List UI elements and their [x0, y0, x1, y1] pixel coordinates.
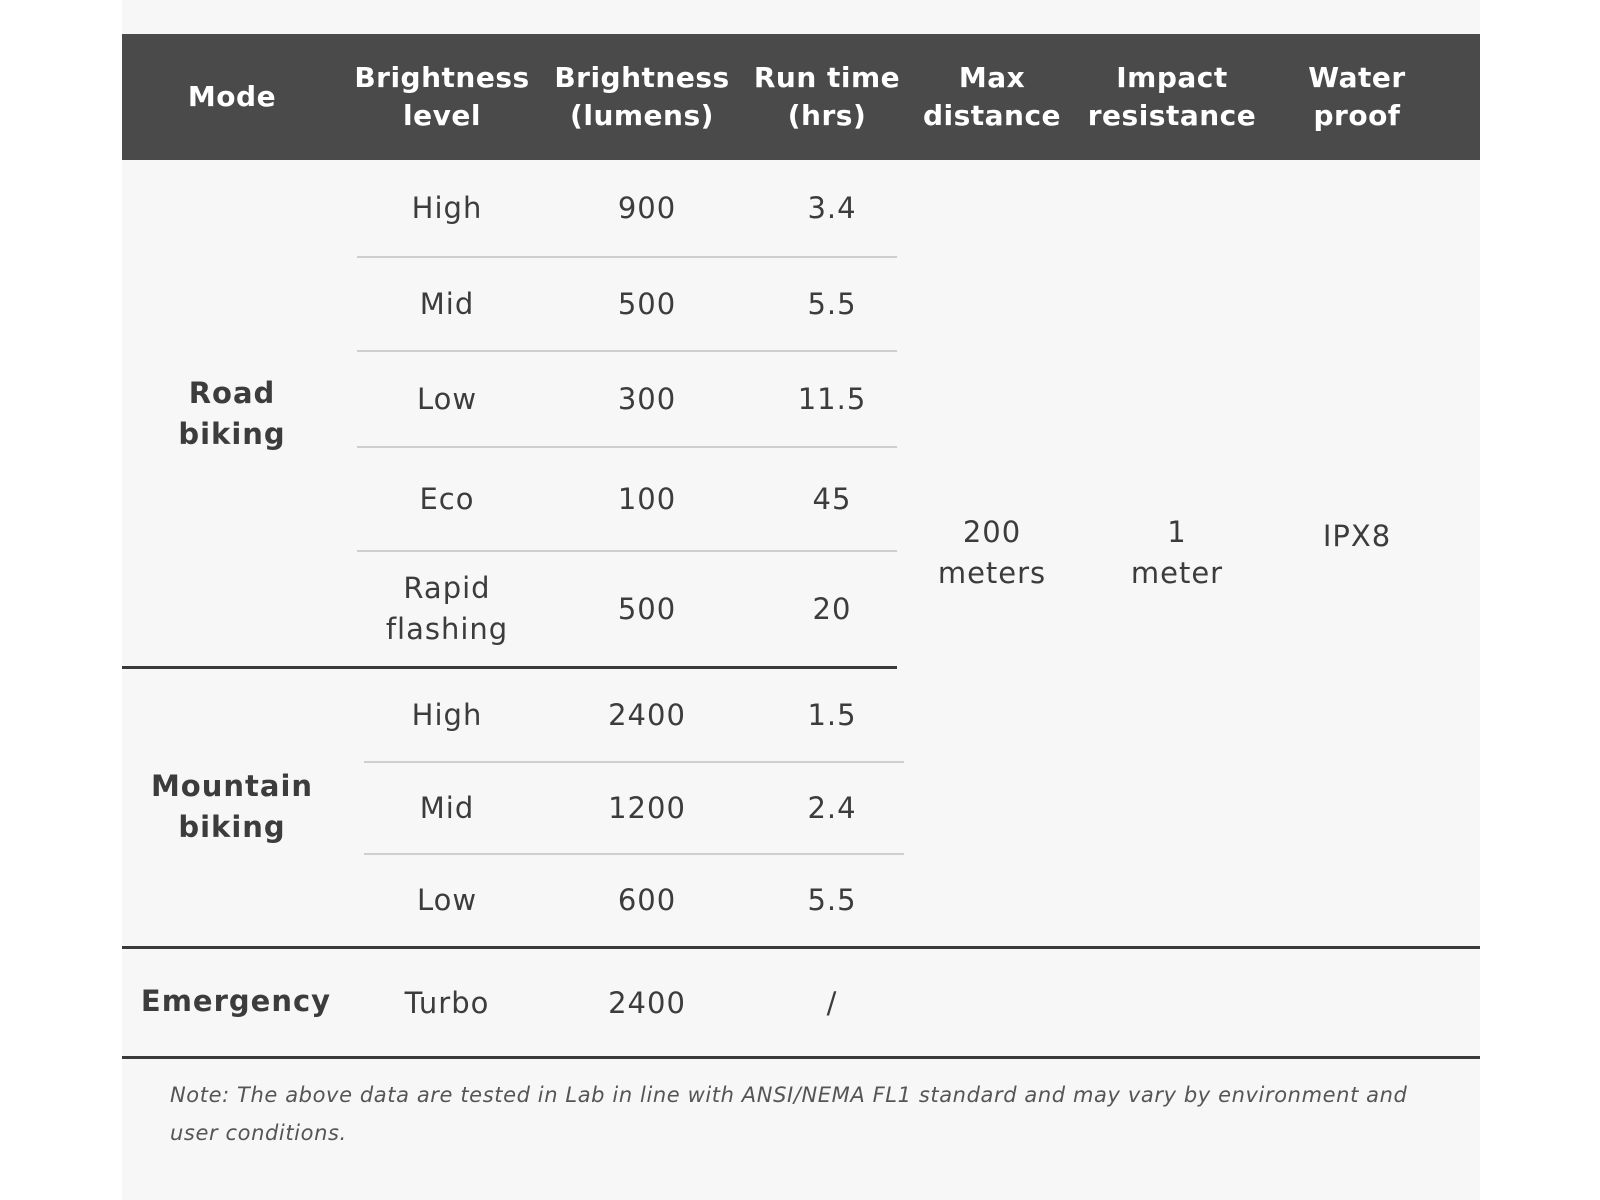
- runtime-cell: 2.4: [807, 790, 857, 825]
- row-divider: [357, 446, 897, 448]
- level-cell: Mid: [419, 790, 475, 825]
- lumens-cell: 600: [617, 882, 677, 917]
- runtime-cell: 11.5: [797, 381, 867, 416]
- level-cell: High: [411, 190, 483, 225]
- mode-emergency: Emergency: [140, 983, 332, 1018]
- mode-road-biking: Road biking: [178, 376, 286, 451]
- lumens-cell: 2400: [608, 985, 686, 1020]
- runtime-cell: 1.5: [807, 697, 857, 732]
- row-divider: [364, 761, 904, 763]
- row-divider: [357, 350, 897, 352]
- runtime-cell: 45: [812, 481, 852, 516]
- spec-table-sheet: Mode Brightness level Brightness (lumens…: [122, 0, 1480, 1200]
- lumens-cell: 500: [617, 286, 677, 321]
- row-divider: [364, 853, 904, 855]
- table-header: Mode Brightness level Brightness (lumens…: [122, 34, 1480, 160]
- runtime-cell: 3.4: [807, 190, 857, 225]
- lumens-cell: 2400: [608, 697, 686, 732]
- lumens-cell: 300: [617, 381, 677, 416]
- lumens-cell: 100: [617, 481, 677, 516]
- runtime-cell: 5.5: [807, 286, 857, 321]
- level-cell: Rapid flashing: [385, 571, 509, 646]
- impact-resistance-value: 1 meter: [1130, 514, 1224, 590]
- footnote: Note: The above data are tested in Lab i…: [170, 1083, 1408, 1145]
- mode-mountain-biking: Mountain biking: [150, 769, 314, 844]
- table-bottom-border: [122, 1056, 1480, 1059]
- header-brightness-lumens: Brightness (lumens): [554, 61, 730, 132]
- level-cell: Mid: [419, 286, 475, 321]
- lumens-cell: 500: [617, 591, 677, 626]
- max-distance-value: 200 meters: [937, 514, 1047, 590]
- row-divider: [357, 256, 897, 258]
- header-waterproof: Water proof: [1308, 61, 1406, 132]
- level-cell: Low: [416, 882, 478, 917]
- runtime-cell: /: [826, 985, 838, 1020]
- row-divider: [357, 550, 897, 552]
- group-divider: [122, 666, 897, 669]
- runtime-cell: 5.5: [807, 882, 857, 917]
- header-run-time: Run time (hrs): [753, 61, 901, 132]
- level-cell: Low: [416, 381, 478, 416]
- runtime-cell: 20: [812, 591, 852, 626]
- lumens-cell: 900: [617, 190, 677, 225]
- header-impact-resistance: Impact resistance: [1087, 61, 1257, 132]
- lumens-cell: 1200: [608, 790, 686, 825]
- group-divider: [122, 946, 1480, 949]
- header-brightness-level: Brightness level: [354, 61, 530, 132]
- level-cell: Turbo: [404, 985, 490, 1020]
- level-cell: High: [411, 697, 483, 732]
- level-cell: Eco: [419, 481, 475, 516]
- header-mode: Mode: [187, 80, 277, 113]
- waterproof-value: IPX8: [1322, 518, 1392, 553]
- header-max-distance: Max distance: [922, 61, 1062, 132]
